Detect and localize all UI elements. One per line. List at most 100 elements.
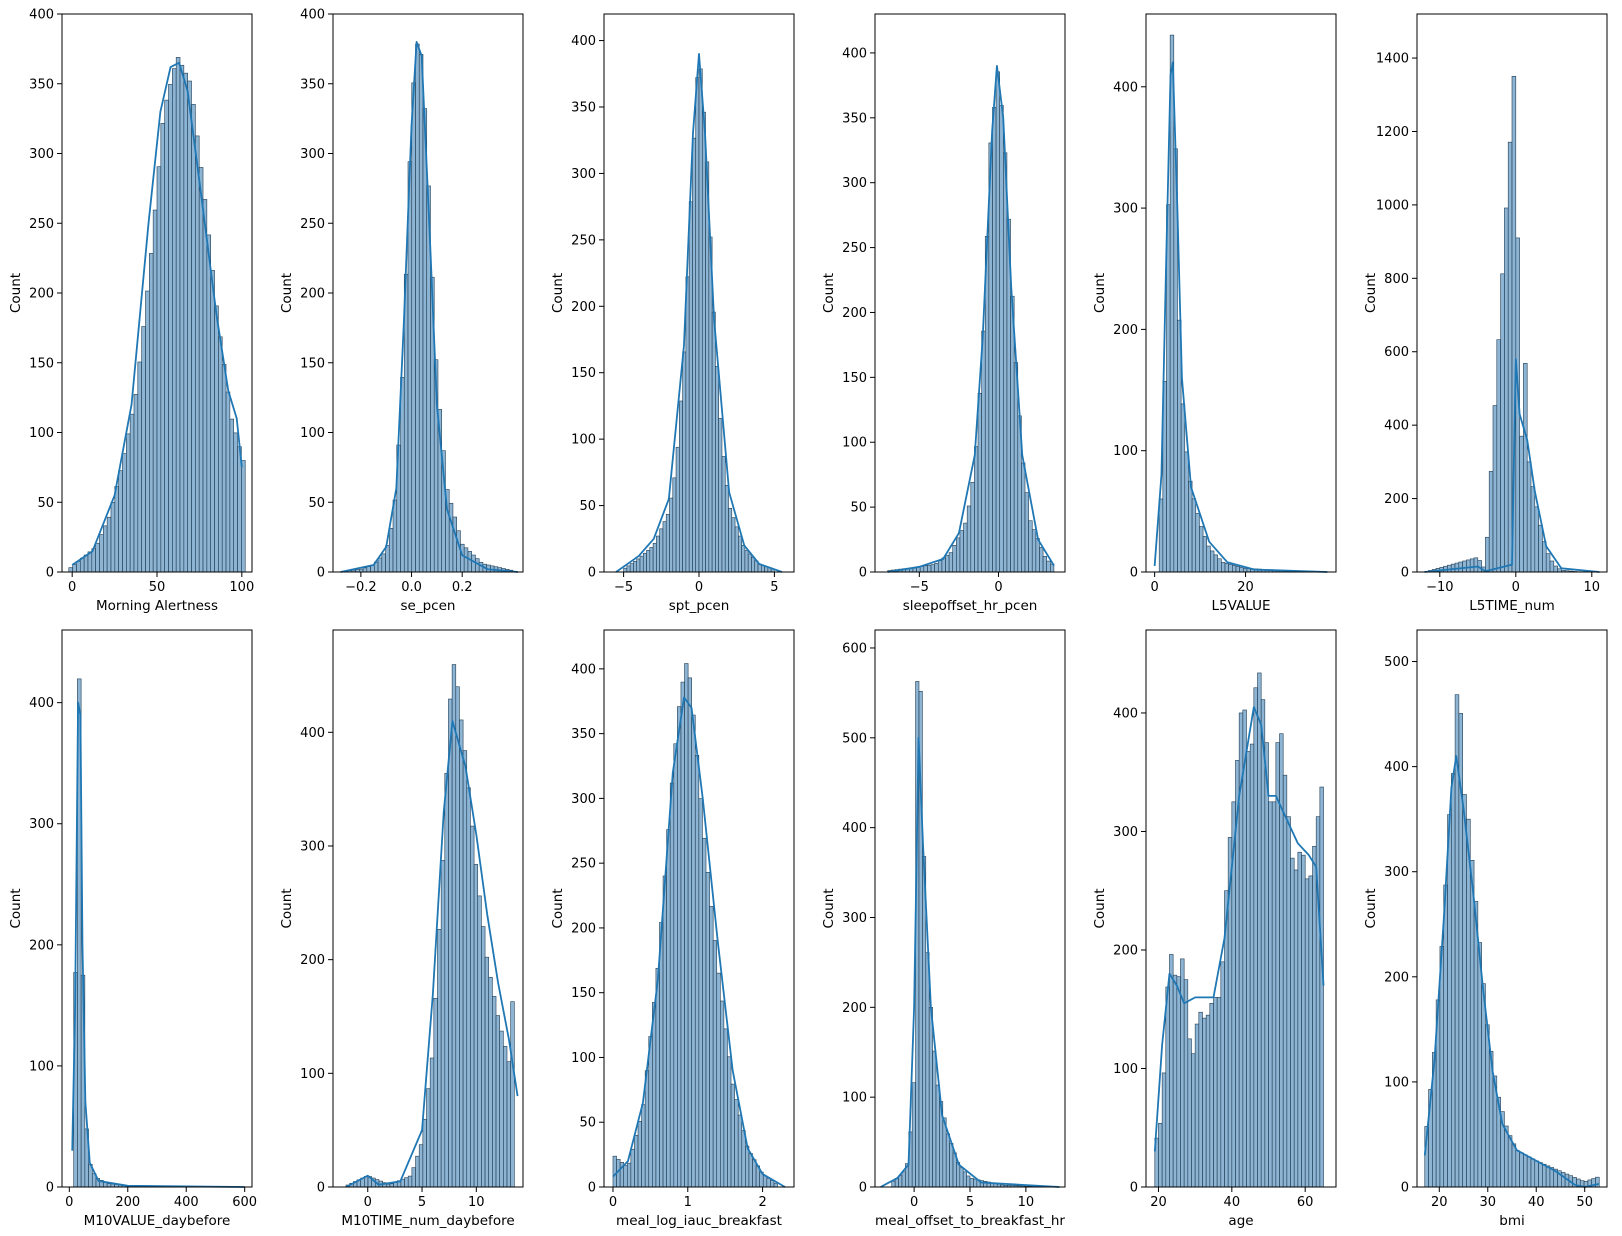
histogram-bar — [970, 481, 975, 573]
kde-curve — [615, 52, 783, 573]
histogram-bar — [164, 99, 169, 573]
x-tick-label: 10 — [1018, 1195, 1035, 1210]
histogram-bar — [68, 567, 73, 573]
y-tick-label: 100 — [1384, 1075, 1409, 1090]
histogram-bar — [1553, 565, 1558, 573]
histogram-bar — [1526, 1156, 1532, 1188]
histogram-bar — [1183, 979, 1189, 1188]
x-tick-label: 5 — [966, 1195, 974, 1210]
histogram-bar — [448, 698, 453, 1188]
histogram-bar — [72, 564, 77, 573]
histogram-bar — [362, 567, 368, 573]
y-tick-label: 300 — [300, 147, 325, 162]
kde-curve — [1153, 706, 1325, 1152]
y-tick-label: 200 — [1384, 492, 1409, 507]
histogram-bar — [630, 1148, 635, 1188]
y-tick-label: 400 — [842, 821, 867, 836]
histogram-bar — [1290, 857, 1295, 1188]
histogram-bar — [1462, 560, 1467, 573]
histogram-bar — [488, 976, 493, 1188]
y-tick-label: 100 — [571, 1051, 596, 1066]
histogram-bar — [426, 1088, 431, 1188]
y-tick-label: 250 — [571, 857, 596, 872]
histogram-bar — [481, 926, 486, 1188]
y-tick-label: 0 — [317, 1181, 325, 1196]
y-tick-label: 100 — [29, 1059, 54, 1074]
histogram-bar — [179, 64, 185, 573]
y-axis-label: Count — [8, 273, 24, 313]
x-tick-label: 10 — [468, 1195, 485, 1210]
histogram-bar — [198, 167, 204, 573]
histogram-bar — [191, 104, 196, 573]
x-tick-label: 0 — [1150, 580, 1158, 595]
histogram-bar — [1469, 859, 1475, 1188]
y-tick-label: 400 — [29, 696, 54, 711]
histogram-bar — [1534, 506, 1539, 573]
histogram-bar — [1282, 774, 1288, 1188]
y-tick-label: 0 — [317, 566, 325, 581]
histogram-bar — [1454, 562, 1460, 573]
histogram-bar — [718, 418, 723, 573]
histogram-bar — [652, 542, 657, 573]
histogram-bar — [407, 1175, 413, 1188]
histogram-bar — [470, 825, 475, 1188]
histogram-bar — [682, 351, 687, 573]
histogram-bar — [79, 557, 85, 573]
histogram-bar — [1216, 997, 1222, 1188]
x-tick-label: 60 — [1297, 1195, 1314, 1210]
x-tick-label: 0 — [910, 1195, 918, 1210]
histogram-bar — [1301, 854, 1306, 1188]
histogram-bar — [1188, 480, 1193, 573]
histogram-bar — [160, 123, 165, 573]
histogram-bar — [652, 1002, 657, 1188]
histogram-bar — [1205, 1014, 1211, 1188]
histogram-bar — [702, 837, 707, 1188]
x-tick-label: 20 — [1431, 1195, 1448, 1210]
histogram-bar — [175, 57, 181, 573]
histogram-bar — [484, 956, 490, 1188]
histogram-bar — [655, 968, 660, 1188]
histogram-bar — [202, 199, 208, 573]
y-tick-label: 400 — [300, 8, 325, 23]
histogram-bar — [452, 516, 457, 573]
histogram-bar — [145, 290, 150, 573]
histogram-bar — [129, 413, 135, 573]
y-tick-label: 300 — [29, 147, 54, 162]
histogram-bar — [633, 560, 638, 573]
histogram-panel: −0.2 0.0 0.2 0 50 100 150 200 250 300 350 400 se_pce… — [279, 8, 524, 614]
y-axis-label: Count — [279, 888, 295, 928]
y-tick-label: 0 — [1401, 1181, 1409, 1196]
histogram-bar — [1169, 34, 1175, 573]
y-tick-label: 0 — [46, 566, 54, 581]
x-tick-label: 0 — [364, 1195, 372, 1210]
y-tick-label: 0 — [1401, 566, 1409, 581]
histogram-bar — [629, 563, 634, 573]
histogram-bar — [1253, 687, 1258, 1188]
y-tick-label: 400 — [1113, 80, 1138, 95]
y-tick-label: 1400 — [1376, 52, 1409, 67]
x-tick-label: −5 — [910, 580, 929, 595]
histogram-bar — [106, 516, 112, 573]
histogram-bar — [981, 330, 986, 573]
histogram-bar — [1519, 1152, 1524, 1188]
histogram-bar — [623, 1165, 628, 1188]
histogram-bar — [1443, 884, 1448, 1188]
histogram-bar — [716, 972, 721, 1188]
histogram-bar — [1161, 1072, 1167, 1188]
histogram-bar — [1239, 566, 1244, 573]
histogram-bar — [1180, 403, 1186, 573]
kde-curve — [345, 720, 519, 1188]
histogram-bar — [118, 470, 123, 573]
histogram-bar — [705, 161, 710, 573]
y-tick-label: 500 — [1384, 655, 1409, 670]
y-tick-label: 200 — [29, 287, 54, 302]
histogram-bar — [1235, 565, 1240, 573]
histogram-panel: −5 0 0 50 100 150 200 250 300 350 400 sleepoffset_h… — [821, 13, 1066, 614]
histogram-bar — [744, 550, 749, 573]
histogram-bar — [422, 1118, 427, 1188]
x-tick-label: 0.2 — [452, 580, 473, 595]
histogram-bar — [141, 326, 146, 573]
kde-curve — [340, 41, 519, 573]
histogram-bar — [669, 497, 674, 573]
histogram-bar — [471, 554, 476, 573]
